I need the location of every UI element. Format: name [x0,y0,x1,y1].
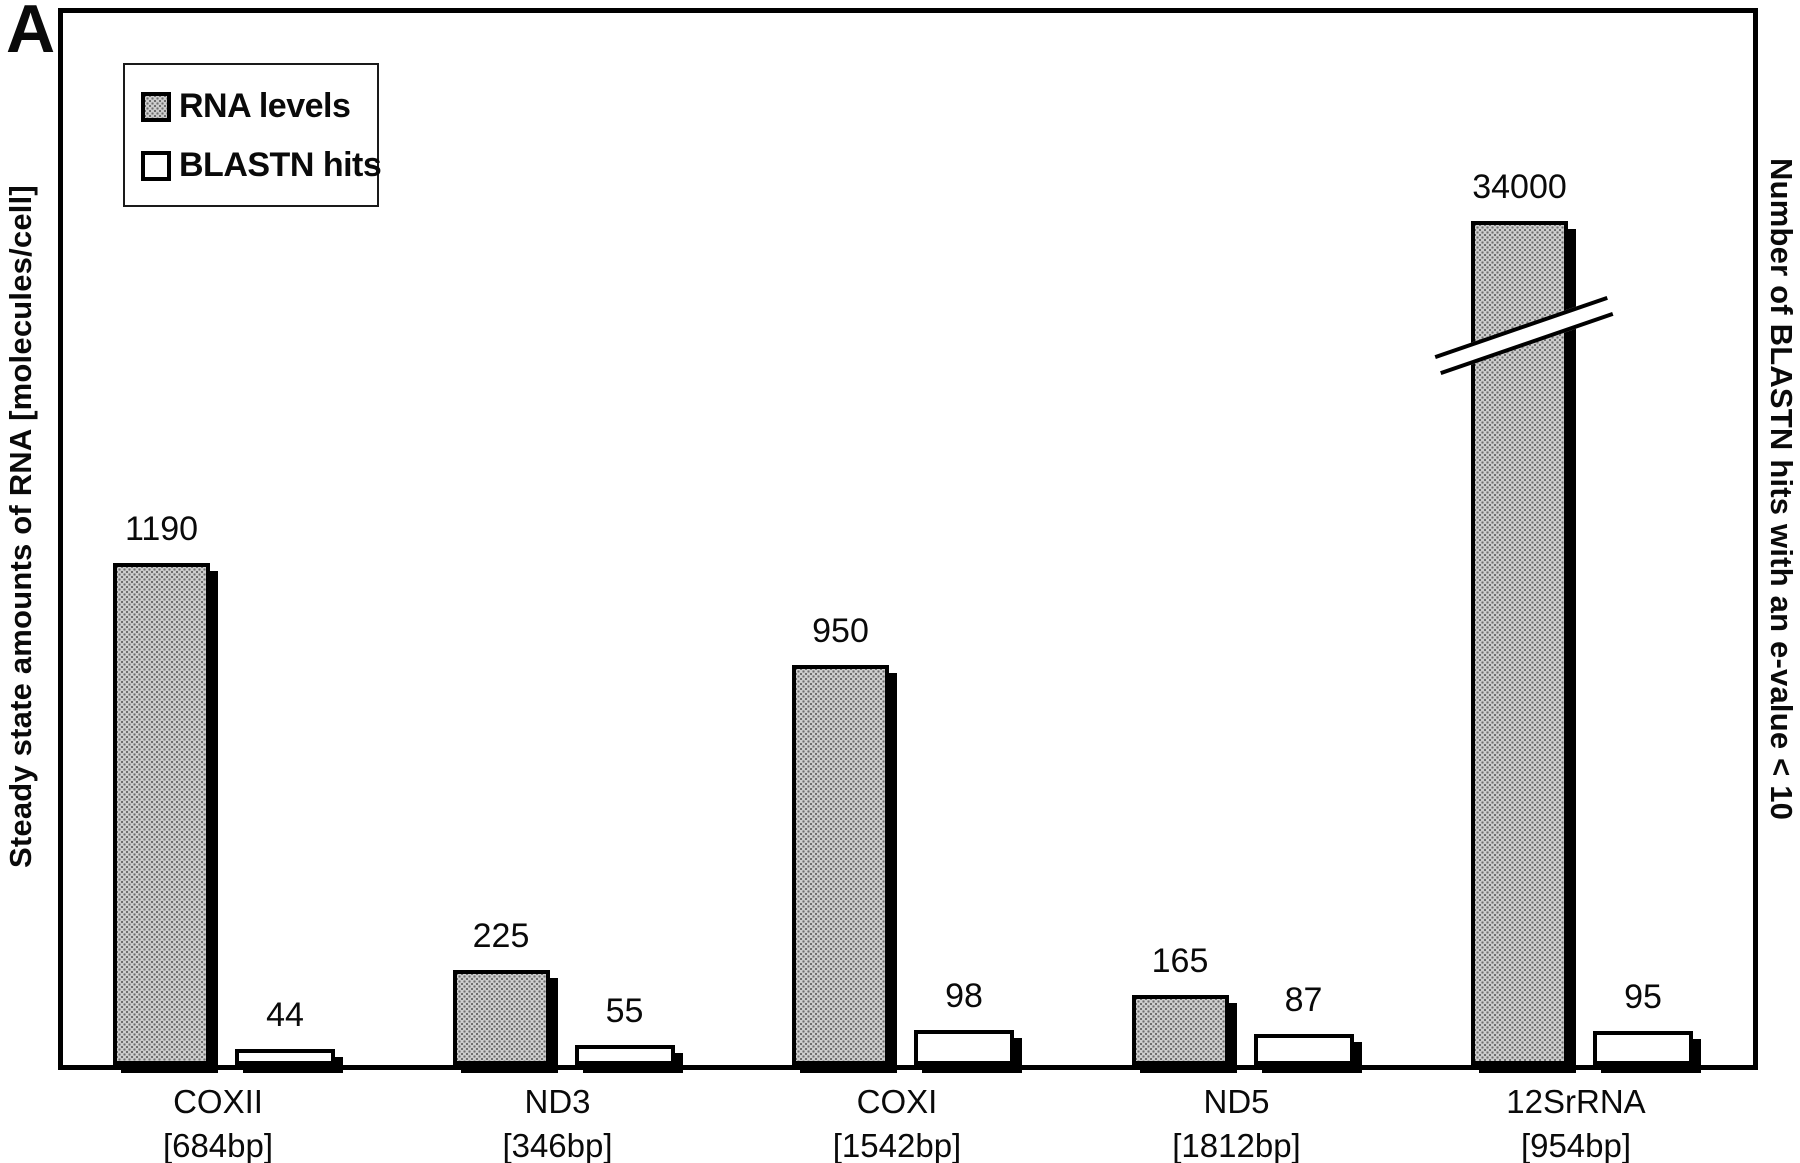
right-axis-label: Number of BLASTN hits with an e-value < … [1764,158,1799,821]
value-label-hits-COXI: 98 [945,977,983,1015]
legend-label-blastn: BLASTN hits [179,146,382,184]
value-label-hits-ND5: 87 [1284,981,1323,1019]
value-label-rna-ND3: 225 [472,917,530,955]
legend-label-rna: RNA levels [179,87,351,125]
value-label-rna-COXII: 1190 [124,510,199,548]
bar-rna-COXI [792,665,889,1065]
category-size: [346bp] [502,1127,613,1163]
category-name: COXII [173,1083,263,1120]
category-label-ND3: ND3 [346bp] [388,1080,728,1163]
category-name: 12SrRNA [1506,1083,1646,1120]
category-label-12SrRNA: 12SrRNA [954bp] [1406,1080,1746,1163]
category-label-COXII: COXII [684bp] [48,1080,388,1163]
category-name: COXI [856,1083,938,1120]
panel-letter: A [6,0,56,67]
legend-row-blastn: BLASTN hits [141,146,382,185]
legend-row-rna: RNA levels [141,87,363,126]
category-size: [954bp] [1520,1127,1632,1163]
legend-box: RNA levels BLASTN hits [123,63,382,207]
bar-hits-12SrRNA [1593,1031,1693,1065]
category-size: [1812bp] [1172,1127,1301,1163]
rna-levels-swatch-icon [141,91,171,122]
bar-rna-12SrRNA [1471,221,1568,1065]
value-label-rna-12SrRNA: 34000 [1472,168,1567,206]
value-label-rna-ND5: 165 [1151,942,1209,980]
category-size: [1542bp] [832,1127,962,1163]
value-label-rna-COXI: 950 [812,612,869,650]
value-label-hits-COXII: 44 [266,996,304,1034]
category-label-COXI: COXI [1542bp] [727,1080,1067,1163]
bar-hits-COXI [914,1030,1014,1065]
bar-rna-COXII [113,563,210,1065]
bar-hits-ND3 [574,1045,675,1065]
category-name: ND3 [524,1083,591,1120]
bar-hits-ND5 [1253,1034,1354,1065]
category-size: [684bp] [162,1127,274,1163]
plot-area: RNA levels BLASTN hits 1190 44 225 55 950 98 1… [58,8,1758,1070]
category-name: ND5 [1203,1083,1270,1120]
bar-rna-ND5 [1131,995,1229,1065]
blastn-hits-swatch-icon [141,150,171,181]
value-label-hits-12SrRNA: 95 [1624,978,1662,1016]
left-axis-label: Steady state amounts of RNA [molecules/c… [3,185,38,868]
category-label-ND5: ND5 [1812bp] [1067,1080,1407,1163]
value-label-hits-ND3: 55 [605,992,644,1030]
bar-hits-COXII [235,1049,335,1065]
bar-rna-ND3 [452,970,550,1065]
